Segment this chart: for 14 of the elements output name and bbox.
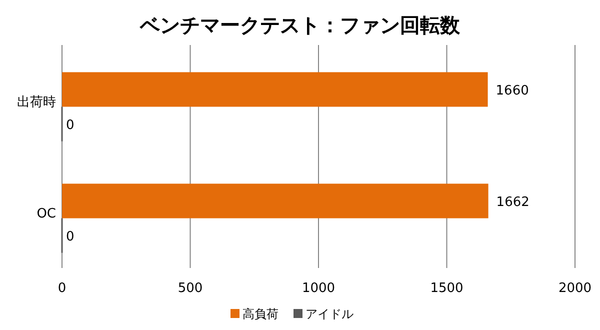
data-label: 1662 [496, 194, 530, 210]
data-label: 0 [66, 230, 74, 245]
y-tick-label: 出荷時 [17, 94, 56, 110]
data-label: 1660 [496, 83, 529, 98]
x-tick-label: 1500 [430, 281, 464, 296]
chart-title: ベンチマークテスト：ファン回転数 [139, 13, 461, 37]
y-tick-label: OC [36, 206, 56, 222]
legend-label: アイドル [306, 307, 354, 321]
legend-label: 高負荷 [242, 307, 278, 321]
x-tick-label: 2000 [558, 281, 592, 296]
x-tick-label: 500 [178, 281, 203, 296]
x-tick-label: 0 [58, 281, 66, 296]
data-label: 0 [66, 118, 74, 134]
x-tick-label: 1000 [302, 281, 336, 296]
